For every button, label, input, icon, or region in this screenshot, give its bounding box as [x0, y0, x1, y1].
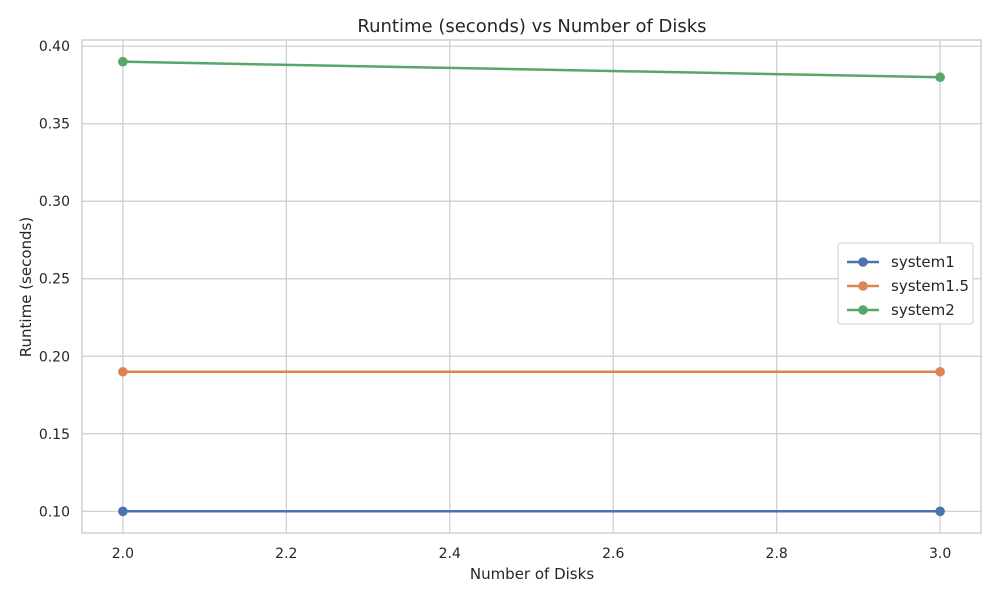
x-axis-label: Number of Disks — [470, 565, 594, 583]
data-point — [935, 366, 945, 377]
y-axis-ticks: 0.10 0.15 0.20 0.25 0.30 0.35 0.40 — [39, 39, 70, 520]
legend-item: system1 — [847, 253, 955, 271]
data-point — [935, 506, 945, 517]
y-axis-label: Runtime (seconds) — [17, 217, 35, 357]
series-layer — [118, 56, 945, 517]
chart-title: Runtime (seconds) vs Number of Disks — [357, 16, 706, 37]
y-tick-label: 0.10 — [39, 504, 70, 520]
y-tick-label: 0.15 — [39, 427, 70, 443]
data-point — [118, 366, 128, 377]
series-system1-5 — [118, 366, 945, 377]
series-system1 — [118, 506, 945, 517]
legend-items: system1 system1.5 system2 — [847, 253, 969, 319]
legend-item: system2 — [847, 301, 955, 319]
data-point — [118, 56, 128, 67]
x-tick-label: 3.0 — [929, 546, 951, 562]
data-point — [935, 72, 945, 83]
data-point — [118, 506, 128, 517]
legend-marker — [858, 281, 868, 291]
y-tick-label: 0.20 — [39, 349, 70, 365]
series-system2 — [118, 56, 945, 83]
x-tick-label: 2.4 — [439, 546, 461, 562]
legend-item: system1.5 — [847, 277, 969, 295]
y-tick-label: 0.30 — [39, 194, 70, 210]
x-tick-label: 2.6 — [602, 546, 624, 562]
series-line — [122, 60, 941, 79]
legend-marker — [858, 257, 868, 267]
legend-label: system1 — [891, 253, 955, 271]
x-tick-label: 2.0 — [112, 546, 134, 562]
y-tick-label: 0.40 — [39, 39, 70, 55]
legend-marker — [858, 305, 868, 315]
x-tick-label: 2.8 — [766, 546, 788, 562]
y-tick-label: 0.25 — [39, 272, 70, 288]
x-tick-label: 2.2 — [275, 546, 297, 562]
legend-label: system2 — [891, 301, 955, 319]
plot-frame — [81, 39, 982, 534]
legend-label: system1.5 — [891, 277, 969, 295]
x-axis-ticks: 2.0 2.2 2.4 2.6 2.8 3.0 — [112, 546, 952, 562]
legend: system1 system1.5 system2 — [837, 242, 974, 325]
y-tick-label: 0.35 — [39, 117, 70, 133]
